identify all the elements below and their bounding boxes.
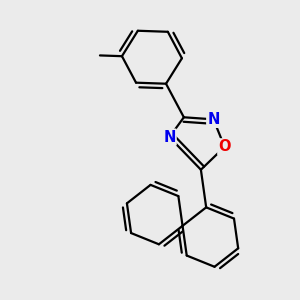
Text: N: N <box>163 130 176 145</box>
Text: N: N <box>207 112 220 127</box>
Text: O: O <box>218 140 231 154</box>
